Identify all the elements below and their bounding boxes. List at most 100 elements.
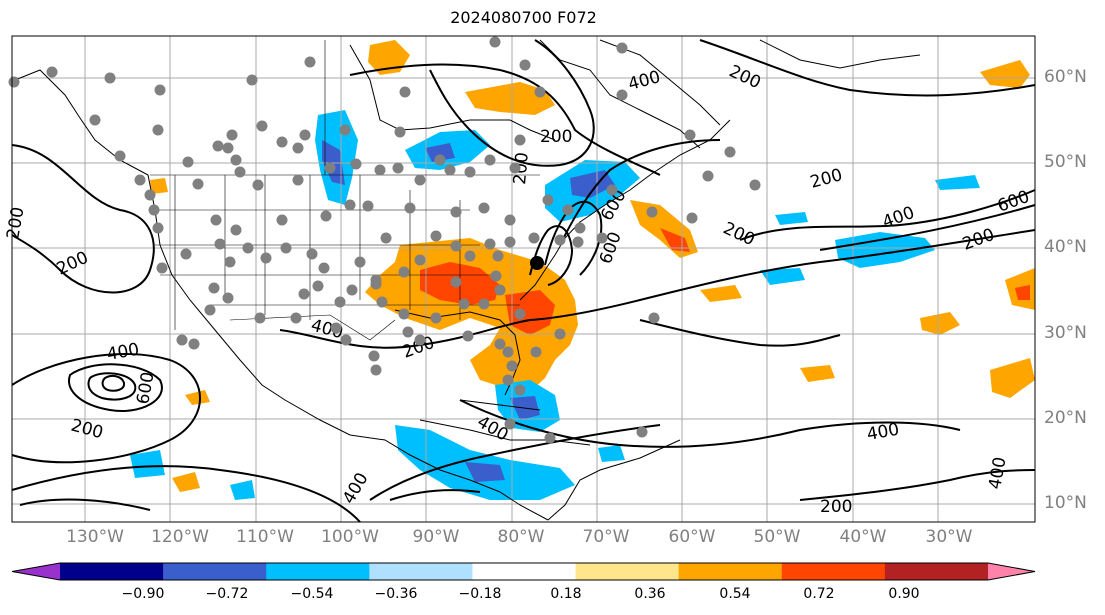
station-dot <box>572 236 584 248</box>
station-dot <box>450 276 462 288</box>
colorbar-tick-label: −0.72 <box>205 586 249 602</box>
positive-shading <box>150 40 1035 492</box>
lon-label: 60°W <box>668 527 716 547</box>
station-dot <box>414 334 426 346</box>
colorbar-bin <box>781 563 886 580</box>
station-dot <box>304 56 316 68</box>
colorbar-tick-label: −0.36 <box>374 586 418 602</box>
colorbar-bin <box>163 563 267 580</box>
station-dot <box>464 166 476 178</box>
station-dot <box>444 164 456 176</box>
station-dot <box>276 214 288 226</box>
station-dot <box>276 136 288 148</box>
station-dot <box>210 214 222 226</box>
colorbar-bin <box>472 563 577 580</box>
station-dot <box>434 154 446 166</box>
station-dot <box>144 189 156 201</box>
station-dot <box>506 360 518 372</box>
colorbar-bin <box>884 563 989 580</box>
station-dot <box>334 296 346 308</box>
station-dot <box>152 124 164 136</box>
station-dot <box>346 284 358 296</box>
station-dot <box>230 154 242 166</box>
storm-center-marker <box>530 256 544 270</box>
station-dot <box>514 134 526 146</box>
station-dot <box>478 298 490 310</box>
colorbar-outline <box>11 562 1036 581</box>
station-dot <box>376 296 388 308</box>
station-dot <box>574 222 586 234</box>
station-dot <box>504 418 516 430</box>
station-dot <box>544 432 556 444</box>
station-dot <box>509 162 521 174</box>
station-dot <box>114 150 126 162</box>
station-dot <box>430 312 442 324</box>
station-dot <box>290 312 302 324</box>
station-dot <box>648 312 660 324</box>
station-dot <box>182 156 194 168</box>
station-dot <box>494 284 506 296</box>
colorbar-bin <box>575 563 680 580</box>
station-dot <box>702 170 714 182</box>
contour-label: 200 <box>510 151 533 185</box>
station-dot <box>502 346 514 358</box>
station-dot <box>562 204 574 216</box>
station-dot <box>370 274 382 286</box>
station-dot <box>362 200 374 212</box>
station-dot <box>260 252 272 264</box>
contour-label: 200 <box>540 127 572 147</box>
lon-label: 80°W <box>497 527 545 547</box>
station-dot <box>504 214 516 226</box>
station-dot <box>312 280 324 292</box>
colorbar-tick-label: −0.90 <box>121 586 165 602</box>
station-dot <box>230 224 242 236</box>
station-dot <box>324 162 336 174</box>
station-dot <box>402 326 414 338</box>
lon-label: 130°W <box>66 527 124 547</box>
colorbar-extend-low <box>12 563 60 580</box>
station-dot <box>374 164 386 176</box>
station-dot <box>246 74 258 86</box>
station-dot <box>478 202 490 214</box>
station-dot <box>514 384 526 396</box>
station-dot <box>489 36 501 48</box>
station-dot <box>542 194 554 206</box>
station-dot <box>156 262 168 274</box>
contour-lines <box>11 39 1036 523</box>
station-dot <box>339 124 351 136</box>
station-dot <box>684 129 696 141</box>
station-dot <box>224 256 236 268</box>
station-dot <box>330 322 342 334</box>
station-dot <box>350 158 362 170</box>
station-dot <box>344 199 356 211</box>
station-dot <box>368 350 380 362</box>
station-dot <box>222 142 234 154</box>
map-frame <box>11 35 1036 523</box>
station-dot <box>686 212 698 224</box>
station-dot <box>404 202 416 214</box>
station-dot <box>306 248 318 260</box>
station-dot <box>104 72 116 84</box>
lat-label: 50°N <box>1044 152 1087 172</box>
graticule <box>12 36 1035 522</box>
station-dot <box>280 242 292 254</box>
station-dot <box>188 338 200 350</box>
lon-label: 50°W <box>753 527 801 547</box>
station-dot <box>636 426 648 438</box>
station-dot <box>646 206 658 218</box>
station-dot <box>490 270 502 282</box>
station-dot <box>299 129 311 141</box>
station-dot <box>534 86 546 98</box>
colorbar-tick-label: 0.72 <box>803 586 835 602</box>
lon-label: 70°W <box>582 527 630 547</box>
station-dot <box>596 232 608 244</box>
station-dot <box>484 154 496 166</box>
station-dot <box>222 292 234 304</box>
station-dot <box>152 222 164 234</box>
station-dot <box>502 374 514 386</box>
station-dot <box>554 328 566 340</box>
station-dot <box>399 86 411 98</box>
lat-label: 30°N <box>1044 323 1087 343</box>
lon-label: 120°W <box>151 527 209 547</box>
